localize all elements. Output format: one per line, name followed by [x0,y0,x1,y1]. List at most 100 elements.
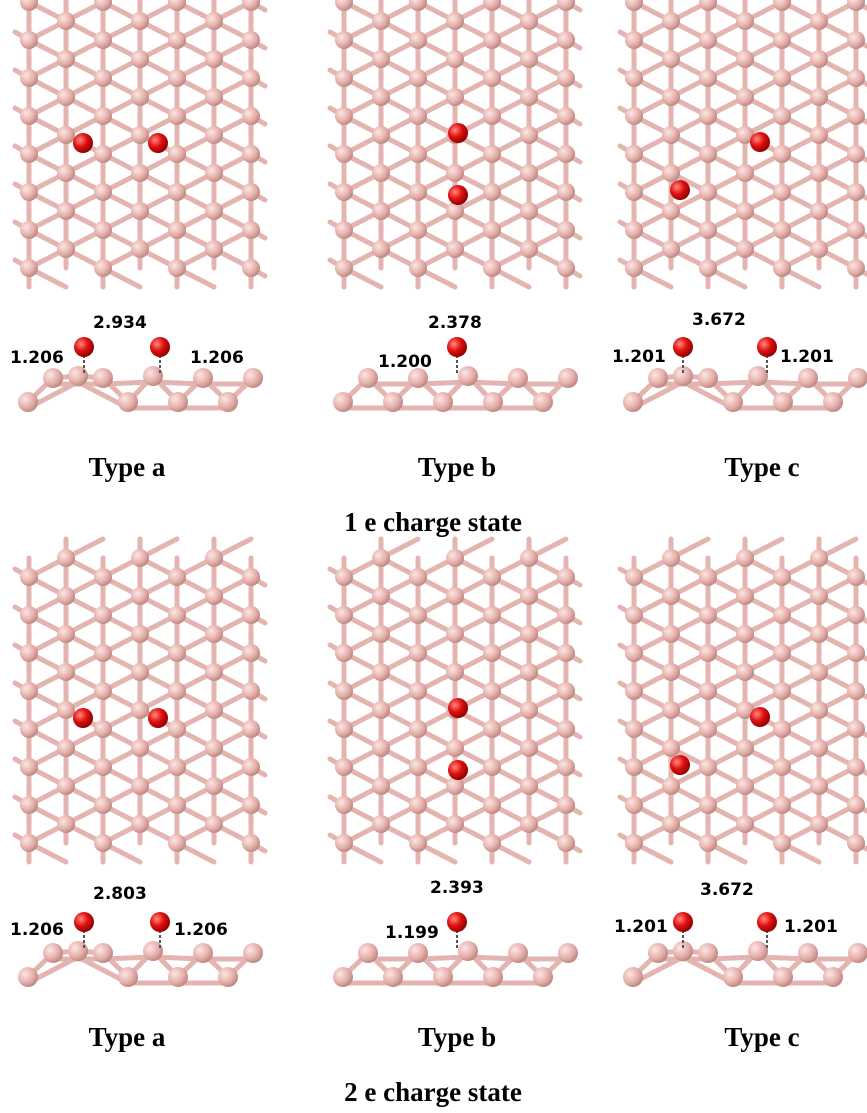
atom [94,31,112,49]
atom [168,31,186,49]
atom [520,739,538,757]
atom [483,967,503,987]
atom [409,606,427,624]
atom [94,796,112,814]
atom [773,606,791,624]
atom [335,0,353,11]
atom [533,967,553,987]
atom [168,568,186,586]
atom [242,682,260,700]
atom [131,50,149,68]
type-label: Type b [418,1022,496,1052]
atom [218,967,238,987]
atom [662,701,680,719]
atom [557,720,575,738]
atom [520,202,538,220]
atom [131,88,149,106]
atom [558,368,578,388]
atom [520,126,538,144]
distance: 1.206 [10,920,64,940]
atom [699,682,717,700]
atom [773,720,791,738]
atom [383,392,403,412]
atom [409,183,427,201]
atom [446,88,464,106]
atom [372,202,390,220]
atom [143,366,163,386]
oxygen-atom [757,912,777,932]
atom [94,259,112,277]
atom [736,50,754,68]
atom [736,777,754,795]
atom [483,0,501,11]
oxygen-atom [448,185,468,205]
atom [20,606,38,624]
atom [131,625,149,643]
atom [20,568,38,586]
atom [748,941,768,961]
atom [131,164,149,182]
atom [205,50,223,68]
oxygen-atom [673,912,693,932]
distance: 3.672 [692,310,746,330]
atom [118,967,138,987]
atom [810,625,828,643]
atom [625,834,643,852]
atom [358,943,378,963]
atom [648,368,668,388]
atom [94,221,112,239]
atom [168,796,186,814]
distance: 1.206 [174,920,228,940]
atom [483,107,501,125]
atom [520,549,538,567]
atom [242,183,260,201]
atom [57,663,75,681]
atom [335,221,353,239]
atom [372,739,390,757]
atom [205,777,223,795]
atom [446,625,464,643]
atom [699,31,717,49]
atom [458,366,478,386]
atom [168,221,186,239]
atom [773,221,791,239]
atom [168,682,186,700]
atom [143,941,163,961]
oxygen-atom [670,755,690,775]
atom [483,568,501,586]
atom [557,183,575,201]
atom [446,549,464,567]
atom [847,758,865,776]
atom [43,368,63,388]
atom [57,625,75,643]
atom [20,834,38,852]
atom [847,183,865,201]
type-label: Type c [724,452,799,482]
atom [810,50,828,68]
atom [409,31,427,49]
atom [409,69,427,87]
atom [242,145,260,163]
atom [625,796,643,814]
atom [625,107,643,125]
atom [242,31,260,49]
atom [699,221,717,239]
atom [335,796,353,814]
atom [409,644,427,662]
atom [205,549,223,567]
atom [358,368,378,388]
atom [483,221,501,239]
atom [847,69,865,87]
atom [508,943,528,963]
atom [520,164,538,182]
atom [20,644,38,662]
atom [168,644,186,662]
oxygen-atom [148,708,168,728]
distance: 3.672 [700,880,754,900]
atom [168,606,186,624]
atom [810,739,828,757]
atom [242,834,260,852]
atom [557,145,575,163]
atom [372,50,390,68]
atom [446,202,464,220]
